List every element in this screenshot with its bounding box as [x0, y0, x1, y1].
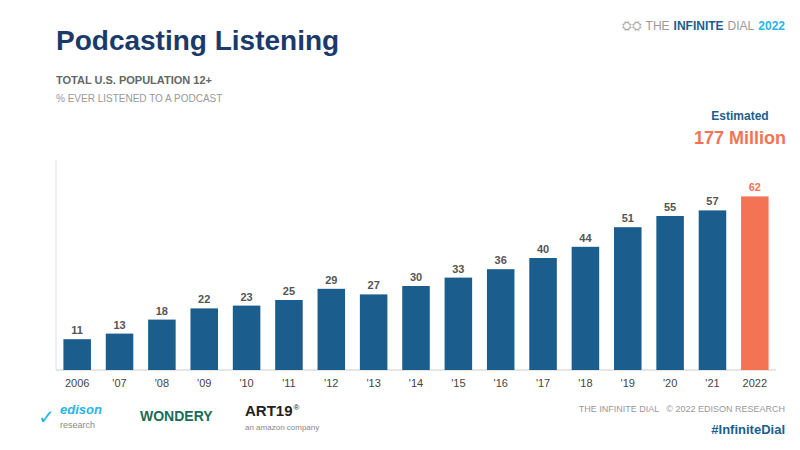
x-tick-label: '10 — [239, 377, 253, 389]
annotation: Estimated — [711, 109, 768, 123]
x-tick-label: '15 — [451, 377, 465, 389]
bar — [699, 210, 727, 370]
bar — [148, 320, 176, 370]
bar — [445, 278, 473, 370]
bar — [614, 227, 642, 370]
x-tick-label: '20 — [663, 377, 677, 389]
x-tick-label: '09 — [197, 377, 211, 389]
header-text: THE — [646, 19, 670, 33]
x-tick-label: '21 — [705, 377, 719, 389]
x-tick-label: '17 — [536, 377, 550, 389]
logo-text: research — [60, 420, 95, 430]
data-label: 27 — [368, 279, 380, 291]
data-label: 23 — [240, 291, 252, 303]
logo-text: ® — [294, 403, 300, 412]
bar — [572, 247, 600, 370]
subtitle: TOTAL U.S. POPULATION 12+ — [56, 74, 212, 86]
x-tick-label: '08 — [155, 377, 169, 389]
data-label: 44 — [579, 232, 592, 244]
data-label: 40 — [537, 243, 549, 255]
bar — [106, 334, 134, 370]
bar — [529, 258, 557, 370]
data-label: 30 — [410, 271, 422, 283]
bar — [402, 286, 430, 370]
data-label: 57 — [706, 195, 718, 207]
bars — [63, 196, 768, 370]
bar — [360, 294, 388, 370]
bar — [656, 216, 684, 370]
annotation: 177 Million — [694, 128, 786, 148]
x-tick-label: 2022 — [743, 377, 767, 389]
data-label: 55 — [664, 201, 676, 213]
header: ⛭⛭ THE INFINITE DIAL2022 — [622, 19, 786, 33]
logo-mark: ✓ — [38, 406, 55, 428]
y-axis-line — [56, 160, 57, 370]
x-tick-label: '07 — [112, 377, 126, 389]
logo-text: an amazon company — [245, 423, 319, 432]
bar — [63, 339, 91, 370]
header-text: INFINITE — [674, 19, 724, 33]
bar — [487, 269, 515, 370]
chart: Podcasting Listening TOTAL U.S. POPULATIO… — [0, 0, 800, 450]
bar — [233, 306, 261, 370]
logo-text: edison — [60, 402, 102, 417]
footer-hashtag: #InfiniteDial — [711, 422, 785, 437]
title: Podcasting Listening — [56, 25, 339, 56]
bar — [190, 308, 218, 370]
data-label: 62 — [749, 181, 761, 193]
data-label: 11 — [71, 324, 83, 336]
x-tick-label: '11 — [282, 377, 296, 389]
data-label: 36 — [495, 254, 507, 266]
bar — [741, 196, 769, 370]
bar — [275, 300, 303, 370]
header-text: DIAL — [728, 19, 755, 33]
logo-text: WONDERY — [140, 408, 213, 424]
footer-text: THE INFINITE DIAL © 2022 EDISON RESEARCH — [579, 404, 785, 414]
x-tick-label: '14 — [409, 377, 423, 389]
data-label: 29 — [325, 274, 337, 286]
x-tick-label: '12 — [324, 377, 338, 389]
x-tick-label: 2006 — [65, 377, 89, 389]
data-label: 51 — [622, 212, 634, 224]
x-tick-label: '18 — [578, 377, 592, 389]
data-label: 33 — [452, 263, 464, 275]
subtitle: % EVER LISTENED TO A PODCAST — [56, 93, 222, 104]
x-tick-label: '13 — [366, 377, 380, 389]
data-label: 18 — [156, 305, 168, 317]
header-text: ⛭⛭ — [622, 19, 642, 33]
bar — [318, 289, 346, 370]
background — [0, 0, 800, 450]
x-tick-label: '19 — [621, 377, 635, 389]
x-tick-label: '16 — [494, 377, 508, 389]
logo-text: ART19 — [245, 402, 293, 419]
logo-text: ART19® — [245, 402, 300, 419]
header-text: 2022 — [758, 19, 785, 33]
data-label: 25 — [283, 285, 295, 297]
data-label: 13 — [113, 319, 125, 331]
data-label: 22 — [198, 293, 210, 305]
